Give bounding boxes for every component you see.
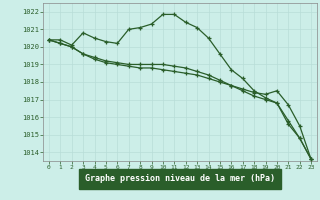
X-axis label: Graphe pression niveau de la mer (hPa): Graphe pression niveau de la mer (hPa) <box>85 174 275 183</box>
